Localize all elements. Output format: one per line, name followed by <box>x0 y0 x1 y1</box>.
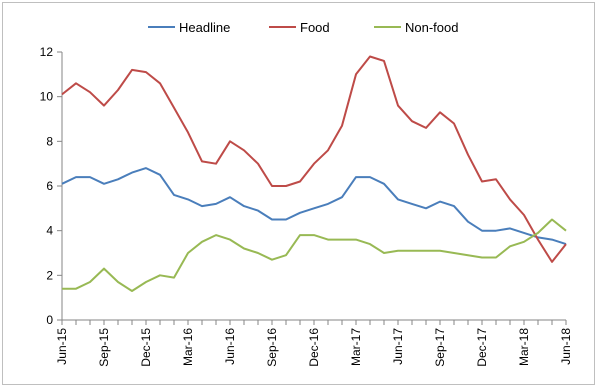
x-tick-label: Jun-16 <box>223 328 237 365</box>
x-tick-label: Jun-15 <box>55 328 69 365</box>
plot-lines <box>61 55 567 292</box>
x-axis: Jun-15 Sep-15 Dec-15 Mar-16 Jun-16 Sep-16 Dec-… <box>55 319 573 367</box>
x-tick-label: Sep-16 <box>265 328 279 367</box>
legend: Headline Food Non-food <box>148 20 458 35</box>
legend-label-headline: Headline <box>179 20 230 35</box>
x-tick-label: Jun-17 <box>391 328 405 365</box>
series-line-headline <box>61 167 567 246</box>
y-tick-label: 4 <box>46 224 53 238</box>
x-tick-label: Mar-16 <box>181 328 195 366</box>
x-tick-label: Sep-17 <box>433 328 447 367</box>
y-tick-label: 10 <box>40 90 54 104</box>
y-tick-label: 8 <box>46 134 53 148</box>
y-tick-label: 0 <box>46 313 53 327</box>
y-tick-label: 12 <box>40 45 54 59</box>
y-tick-label: 6 <box>46 179 53 193</box>
legend-label-food: Food <box>300 20 330 35</box>
x-tick-label: Sep-15 <box>97 328 111 367</box>
x-tick-label: Dec-16 <box>307 328 321 367</box>
chart-frame <box>2 2 595 385</box>
y-axis: 0 2 4 6 8 10 12 <box>40 45 63 327</box>
series-line-food <box>61 55 567 263</box>
x-tick-label: Mar-17 <box>349 328 363 366</box>
series-line-non-food <box>62 218 567 292</box>
x-tick-label: Dec-15 <box>139 328 153 367</box>
y-tick-label: 2 <box>46 268 53 282</box>
x-tick-label: Jun-18 <box>559 328 573 365</box>
legend-label-non-food: Non-food <box>405 20 458 35</box>
x-tick-label: Dec-17 <box>475 328 489 367</box>
x-tick-label: Mar-18 <box>517 328 531 366</box>
